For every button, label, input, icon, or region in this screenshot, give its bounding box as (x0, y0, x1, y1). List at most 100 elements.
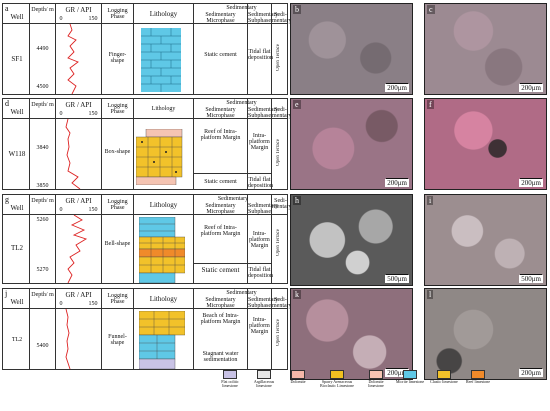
sedi-header: Sedi-mentary (272, 198, 292, 210)
legend-label: Dolomite (290, 379, 306, 384)
legend-item: Reef limestone (463, 370, 493, 384)
gr-curve (65, 309, 71, 369)
lithology-header: Lithology (149, 201, 178, 209)
panel-label: g (4, 195, 10, 204)
micrograph-h: h 500μm (290, 194, 413, 286)
subphase-header: Sedimentary Subphase (248, 12, 279, 24)
micrograph-f: f 200μm (424, 98, 547, 190)
gr-min: 0 (59, 111, 63, 117)
well-name: TL2 (10, 244, 24, 252)
depth-header: Depth/ m (31, 292, 54, 298)
logging-phase-header: Logging Phase (107, 103, 128, 115)
legend-label: Sparry Arenaceous Bioclastic Limestone (320, 379, 354, 388)
microphase: Stagnant water sedimentation (202, 351, 239, 363)
gr-max: 150 (88, 207, 98, 213)
microphase: Reef of Intra-platform Margin (200, 225, 241, 237)
logging-phase: Funnel-shape (108, 334, 127, 346)
well-header: Well (10, 108, 24, 116)
microphase: Static cement (201, 266, 240, 274)
gr-header: GR / API (65, 101, 92, 109)
micrograph-k: k 200μm (290, 288, 413, 380)
logging-phase-header: Logging Phase (107, 293, 128, 305)
legend-swatch (471, 370, 485, 379)
micrograph-b: b 200μm (290, 3, 413, 95)
microphase: Reef of Intra-platform Margin (200, 129, 241, 141)
lithology-header: Lithology (149, 10, 178, 18)
scale-bar: 200μm (519, 83, 543, 92)
microphase-header: Sedimentary Microphase (205, 297, 236, 309)
subphase: Tidal flat deposition (248, 267, 273, 279)
log-panel-d: d Well Depth/ m GR / API 0 150 Logging P… (2, 98, 292, 190)
sedi-header: Sedi-mentary (272, 107, 292, 119)
gr-max: 150 (88, 301, 98, 307)
logging-phase: Finger-shape (108, 52, 127, 64)
scale-bar: 500μm (519, 274, 543, 283)
well-header: Well (10, 298, 24, 306)
lithology-column (136, 129, 186, 185)
photo-label: k (293, 290, 301, 299)
logging-phase-header: Logging Phase (107, 199, 128, 211)
micrograph-l: l 200μm (424, 288, 547, 380)
logging-phase-header: Logging Phase (107, 8, 128, 20)
gr-max: 150 (88, 16, 98, 22)
lithology-column (141, 28, 181, 92)
sedimentary-header: Sedimentary (226, 290, 257, 296)
facies: Open Terrace (276, 139, 281, 166)
photo-label: e (293, 100, 301, 109)
subphase-header: Sedimentary Subphase (248, 203, 279, 215)
photo-label: f (427, 100, 434, 109)
legend-swatch (403, 370, 417, 379)
lithology-legend: Flat oolitic limestone Argillaceous lime… (215, 370, 550, 410)
subphase: Intra-platform Margin (249, 317, 270, 335)
depth-tick: 5270 (36, 267, 49, 273)
well-header: Well (10, 204, 24, 212)
legend-item: Argillaceous limestone (249, 370, 279, 388)
legend-swatch (369, 370, 383, 379)
photo-label: b (293, 5, 301, 14)
microphase-header: Sedimentary Microphase (205, 107, 236, 119)
well-name: W118 (8, 150, 26, 158)
legend-label: Dolomite limestone (368, 379, 384, 388)
legend-swatch (291, 370, 305, 379)
well-name: SF1 (11, 55, 23, 63)
subphase: Tidal flat deposition (248, 177, 273, 189)
scale-bar: 200μm (519, 368, 543, 377)
facies: Open Terrace (276, 319, 281, 346)
legend-swatch (330, 370, 344, 379)
facies: Open Terrace (276, 229, 281, 256)
depth-tick: 4500 (36, 84, 49, 90)
panel-label: d (4, 99, 10, 108)
legend-label: Micrite limestone (395, 379, 425, 384)
lithology-header: Lithology (149, 295, 178, 303)
microphase: Static cement (204, 179, 237, 185)
log-panel-j: j Well Depth/ m GR / API 0 150 Logging P… (2, 288, 292, 370)
micrograph-e: e 200μm (290, 98, 413, 190)
legend-item: Sparry Arenaceous Bioclastic Limestone (317, 370, 357, 388)
depth-tick: 4490 (36, 46, 49, 52)
legend-label: Argillaceous limestone (253, 379, 275, 388)
gr-header: GR / API (65, 197, 92, 205)
legend-label: Flat oolitic limestone (221, 379, 239, 388)
gr-curve (65, 119, 81, 189)
gr-min: 0 (59, 301, 63, 307)
depth-tick: 5400 (36, 343, 49, 349)
scale-bar: 200μm (519, 178, 543, 187)
legend-label: Clastic limestone (430, 379, 458, 384)
microphase: Static cement (204, 52, 237, 58)
gr-min: 0 (59, 16, 63, 22)
panel-label: a (4, 4, 10, 13)
legend-label: Reef limestone (465, 379, 491, 384)
lithology-column (139, 311, 185, 369)
gr-curve (67, 24, 79, 94)
subphase: Intra-platform Margin (249, 231, 270, 249)
photo-label: l (427, 290, 434, 299)
sedi-header: Sedi-mentary (272, 12, 292, 24)
depth-header: Depth/ m (31, 102, 54, 108)
sedimentary-header: Sedimentary (226, 100, 257, 106)
sedi-header: Sedi-mentary (272, 297, 292, 309)
legend-item: Dolomite limestone (361, 370, 391, 388)
micrograph-c: c 200μm (424, 3, 547, 95)
scale-bar: 500μm (385, 274, 409, 283)
well-header: Well (10, 13, 24, 21)
depth-tick: 3850 (36, 183, 49, 189)
